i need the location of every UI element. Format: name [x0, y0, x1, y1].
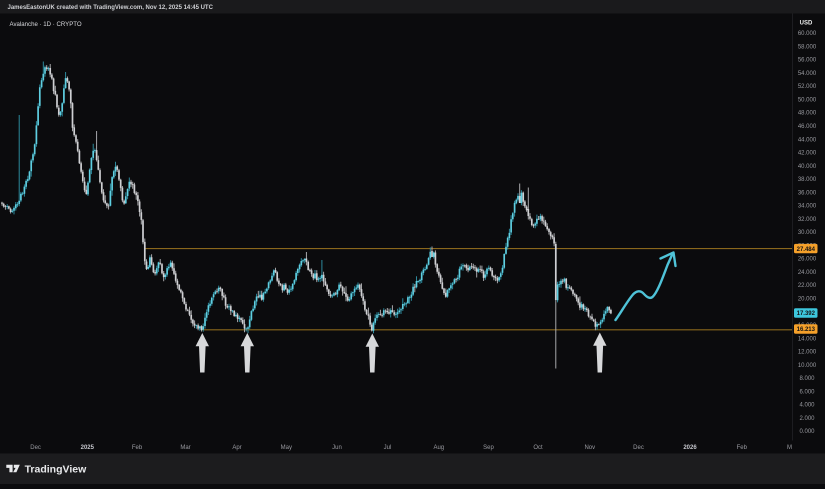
- svg-text:30.000: 30.000: [798, 230, 817, 236]
- svg-text:TradingView: TradingView: [25, 463, 87, 475]
- svg-text:54.000: 54.000: [798, 71, 817, 77]
- svg-text:2025: 2025: [81, 445, 95, 451]
- svg-text:48.000: 48.000: [798, 111, 817, 117]
- svg-text:Jun: Jun: [332, 445, 342, 451]
- svg-text:Feb: Feb: [737, 445, 748, 451]
- svg-text:0.000: 0.000: [799, 429, 815, 435]
- svg-text:JamesEastonUK created with Tra: JamesEastonUK created with TradingView.c…: [8, 5, 214, 11]
- svg-text:Jul: Jul: [384, 445, 392, 451]
- svg-text:60.000: 60.000: [798, 31, 817, 37]
- svg-text:27.484: 27.484: [797, 247, 816, 253]
- svg-text:M: M: [787, 445, 792, 451]
- svg-text:Nov: Nov: [584, 445, 595, 451]
- svg-text:Mar: Mar: [180, 445, 190, 451]
- svg-text:4.000: 4.000: [799, 403, 815, 409]
- svg-text:Sep: Sep: [483, 445, 494, 451]
- svg-text:2.000: 2.000: [799, 416, 815, 422]
- svg-text:Dec: Dec: [633, 445, 644, 451]
- svg-text:Dec: Dec: [30, 445, 41, 451]
- svg-text:Feb: Feb: [132, 445, 143, 451]
- svg-text:46.000: 46.000: [798, 124, 817, 130]
- svg-text:2026: 2026: [683, 445, 697, 451]
- svg-text:38.000: 38.000: [798, 177, 817, 183]
- svg-text:52.000: 52.000: [798, 84, 817, 90]
- svg-text:36.000: 36.000: [798, 190, 817, 196]
- svg-text:24.000: 24.000: [798, 270, 817, 276]
- svg-text:Avalanche · 1D · CRYPTO: Avalanche · 1D · CRYPTO: [10, 21, 82, 28]
- svg-text:Aug: Aug: [433, 445, 444, 451]
- svg-text:6.000: 6.000: [799, 389, 815, 395]
- svg-text:40.000: 40.000: [798, 164, 817, 170]
- svg-text:56.000: 56.000: [798, 58, 817, 64]
- svg-text:17.392: 17.392: [797, 311, 816, 317]
- svg-text:12.000: 12.000: [798, 350, 817, 356]
- svg-text:20.000: 20.000: [798, 297, 817, 303]
- svg-text:50.000: 50.000: [798, 98, 817, 104]
- svg-text:Apr: Apr: [232, 445, 241, 451]
- svg-text:Oct: Oct: [533, 445, 543, 451]
- svg-text:58.000: 58.000: [798, 44, 817, 50]
- svg-text:26.000: 26.000: [798, 257, 817, 263]
- svg-text:32.000: 32.000: [798, 217, 817, 223]
- svg-text:42.000: 42.000: [798, 151, 817, 157]
- svg-text:44.000: 44.000: [798, 137, 817, 143]
- svg-text:10.000: 10.000: [798, 363, 817, 369]
- svg-text:16.213: 16.213: [797, 327, 816, 333]
- svg-text:May: May: [281, 445, 292, 451]
- svg-text:34.000: 34.000: [798, 204, 817, 210]
- svg-text:22.000: 22.000: [798, 283, 817, 289]
- svg-text:USD: USD: [800, 20, 813, 26]
- svg-text:8.000: 8.000: [799, 376, 815, 382]
- svg-text:14.000: 14.000: [798, 336, 817, 342]
